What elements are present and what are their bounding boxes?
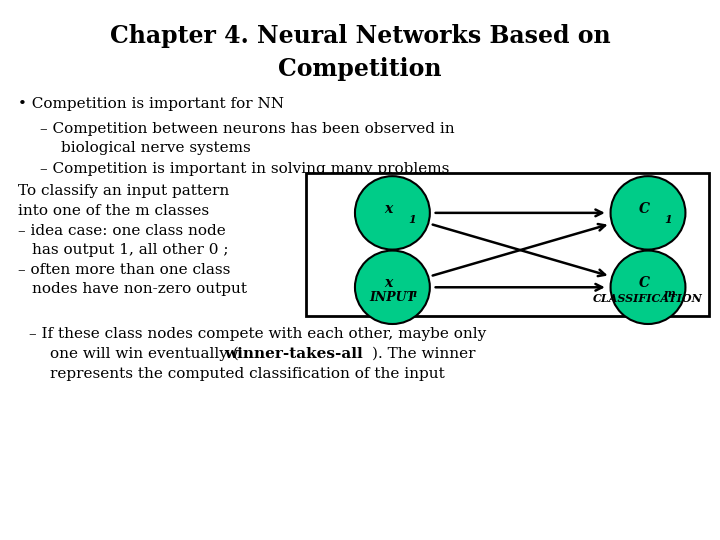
Text: C: C — [639, 276, 650, 290]
FancyBboxPatch shape — [306, 173, 709, 316]
Text: – Competition between neurons has been observed in: – Competition between neurons has been o… — [40, 122, 454, 136]
Ellipse shape — [355, 176, 430, 249]
Text: Competition: Competition — [278, 57, 442, 80]
Text: • Competition is important for NN: • Competition is important for NN — [18, 97, 284, 111]
FancyArrowPatch shape — [433, 224, 605, 275]
Ellipse shape — [611, 176, 685, 249]
Text: CLASSIFICATION: CLASSIFICATION — [593, 293, 703, 304]
Text: – If these class nodes compete with each other, maybe only: – If these class nodes compete with each… — [29, 327, 486, 341]
Text: has output 1, all other 0 ;: has output 1, all other 0 ; — [32, 243, 229, 257]
Text: biological nerve systems: biological nerve systems — [61, 141, 251, 156]
Text: Chapter 4. Neural Networks Based on: Chapter 4. Neural Networks Based on — [109, 24, 611, 48]
Text: winner-takes-all: winner-takes-all — [225, 347, 364, 361]
Text: INPUT: INPUT — [369, 291, 415, 304]
Text: – Competition is important in solving many problems: – Competition is important in solving ma… — [40, 162, 449, 176]
Text: 1: 1 — [664, 214, 672, 225]
FancyArrowPatch shape — [436, 284, 602, 291]
Text: into one of the m classes: into one of the m classes — [18, 204, 209, 218]
Ellipse shape — [355, 251, 430, 324]
Text: x: x — [384, 201, 393, 215]
Text: represents the computed classification of the input: represents the computed classification o… — [50, 367, 445, 381]
Text: n: n — [408, 288, 416, 299]
Text: m: m — [664, 288, 675, 299]
FancyArrowPatch shape — [433, 225, 605, 276]
Text: 1: 1 — [408, 214, 416, 225]
Ellipse shape — [611, 251, 685, 324]
Text: ). The winner: ). The winner — [372, 347, 475, 361]
Text: – idea case: one class node: – idea case: one class node — [18, 224, 226, 238]
Text: nodes have non-zero output: nodes have non-zero output — [32, 282, 248, 296]
Text: C: C — [639, 201, 650, 215]
FancyArrowPatch shape — [436, 210, 602, 216]
Text: – often more than one class: – often more than one class — [18, 263, 230, 277]
Text: one will win eventually (: one will win eventually ( — [50, 347, 239, 361]
Text: x: x — [384, 276, 393, 290]
Text: To classify an input pattern: To classify an input pattern — [18, 184, 229, 198]
